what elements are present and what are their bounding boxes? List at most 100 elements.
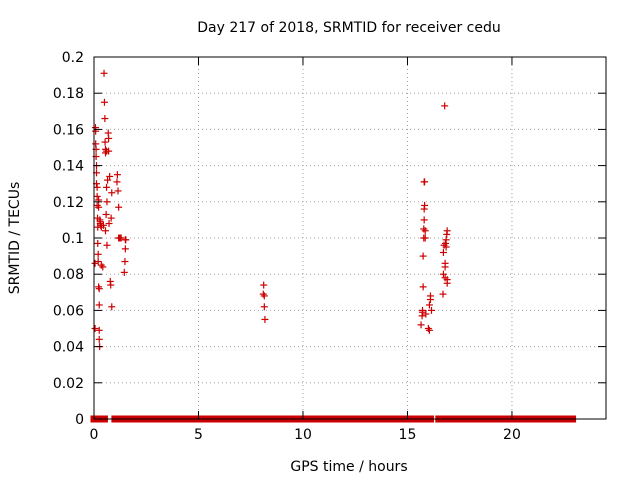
data-points: [91, 69, 451, 351]
y-tick-label: 0.04: [53, 340, 84, 356]
y-tick-label: 0.1: [62, 231, 84, 247]
y-tick-label: 0.02: [53, 376, 84, 392]
data-point: [105, 147, 113, 155]
data-point: [442, 243, 450, 251]
y-tick-labels: 0 0.02 0.04 0.06 0.08 0.1 0.12 0.14 0.16 0.18 0.2: [53, 50, 84, 428]
grid-lines: [94, 57, 606, 419]
data-point: [442, 236, 450, 244]
data-point: [107, 281, 115, 289]
data-point: [421, 234, 429, 242]
data-point: [101, 227, 109, 235]
y-axis-title: SRMTID / TECUs: [7, 182, 23, 295]
data-point: [121, 245, 129, 253]
x-tick-label: 0: [90, 427, 99, 443]
data-point: [93, 192, 101, 200]
data-point: [417, 321, 425, 329]
data-point: [260, 281, 268, 289]
data-point: [113, 171, 121, 179]
data-point: [94, 250, 102, 258]
x-tick-label: 15: [399, 427, 417, 443]
data-point: [439, 248, 447, 256]
y-tick-label: 0.18: [53, 86, 84, 102]
data-point: [117, 234, 125, 242]
data-point: [426, 292, 434, 300]
data-point: [103, 241, 111, 249]
y-tick-label: 0.16: [53, 122, 84, 138]
data-point: [113, 178, 121, 186]
data-point: [95, 285, 103, 293]
data-point: [95, 196, 103, 204]
data-point: [441, 102, 449, 110]
data-point: [103, 198, 111, 206]
data-point: [439, 290, 447, 298]
x-axis-title: GPS time / hours: [290, 459, 407, 475]
data-point: [95, 283, 103, 291]
data-point: [424, 325, 432, 332]
axis-ticks: [93, 56, 606, 420]
data-point: [425, 301, 433, 309]
data-point: [91, 259, 99, 267]
data-point: [122, 236, 130, 244]
data-point: [106, 172, 114, 180]
data-point: [99, 221, 107, 229]
data-point: [95, 203, 103, 211]
y-tick-label: 0.08: [53, 267, 84, 283]
data-point: [97, 261, 105, 269]
data-point: [443, 227, 451, 235]
data-point: [421, 227, 429, 235]
data-point: [120, 268, 128, 276]
data-point: [101, 149, 109, 157]
data-point: [443, 279, 451, 287]
data-point: [95, 326, 103, 334]
data-point: [101, 115, 109, 123]
data-point: [99, 263, 107, 271]
data-point: [419, 283, 427, 291]
data-point: [261, 315, 269, 323]
data-point: [260, 303, 268, 311]
data-point: [441, 259, 449, 267]
data-point: [121, 258, 129, 266]
data-point: [103, 183, 111, 191]
data-point: [115, 203, 123, 211]
data-point: [420, 225, 428, 233]
data-point: [100, 98, 108, 106]
data-point: [100, 69, 108, 77]
x-tick-labels: 0 5 10 15 20: [90, 427, 521, 443]
data-point: [101, 138, 109, 146]
y-tick-label: 0.14: [53, 159, 84, 175]
data-point: [104, 176, 112, 184]
data-point: [93, 201, 101, 209]
data-point: [105, 134, 113, 142]
data-point: [92, 127, 100, 135]
x-tick-label: 20: [503, 427, 521, 443]
data-point: [442, 239, 450, 247]
data-point: [419, 306, 427, 314]
y-tick-label: 0: [75, 412, 84, 428]
data-point: [425, 326, 433, 334]
chart-title: Day 217 of 2018, SRMTID for receiver ced…: [197, 20, 500, 36]
data-point: [439, 270, 447, 278]
data-point: [420, 216, 428, 224]
data-point: [421, 201, 429, 209]
data-point: [102, 210, 110, 218]
data-point: [107, 214, 115, 222]
data-point: [421, 178, 429, 186]
data-point: [428, 306, 436, 314]
y-tick-label: 0.06: [53, 303, 84, 319]
data-point: [108, 189, 116, 197]
data-point: [105, 220, 113, 228]
data-point: [93, 183, 101, 191]
data-point: [94, 239, 102, 247]
data-point: [91, 325, 99, 332]
y-tick-label: 0.2: [62, 50, 84, 66]
data-point: [422, 310, 430, 318]
data-point: [95, 335, 103, 343]
x-tick-label: 10: [294, 427, 312, 443]
data-point: [259, 290, 267, 298]
data-point: [108, 303, 116, 311]
data-point: [419, 252, 427, 260]
x-tick-label: 5: [194, 427, 203, 443]
data-point: [114, 187, 122, 195]
data-point: [94, 258, 102, 266]
